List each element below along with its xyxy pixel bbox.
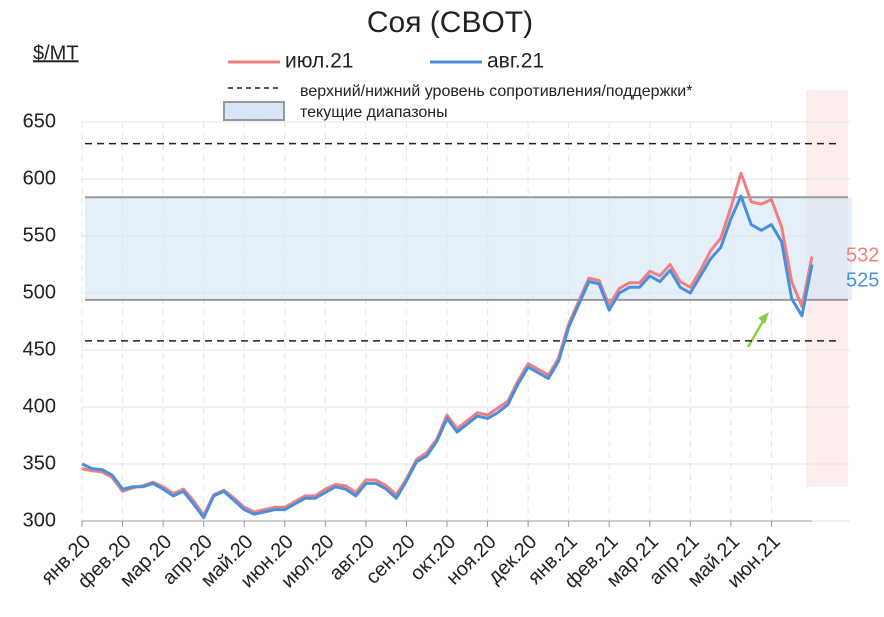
end-value-label: 532 [846, 244, 879, 266]
legend-label: авг.21 [487, 50, 544, 73]
y-tick-label: 300 [23, 509, 56, 531]
y-tick-label: 550 [23, 224, 56, 246]
y-tick-label: 450 [23, 338, 56, 360]
y-tick-label: 400 [23, 395, 56, 417]
y-tick-label: 500 [23, 281, 56, 303]
legend-label: текущие диапазоны [300, 104, 448, 121]
y-tick-label: 600 [23, 167, 56, 189]
unit-label: $/MT [33, 42, 79, 64]
chart-title: Соя (CBOT) [367, 6, 533, 39]
legend-swatch [223, 101, 285, 121]
series-line [81, 194, 814, 520]
arrow-head [758, 312, 769, 324]
legend-label: июл.21 [285, 50, 353, 73]
end-value-label: 525 [846, 269, 879, 291]
y-tick-label: 650 [23, 110, 56, 132]
y-tick-label: 350 [23, 452, 56, 474]
range-band [85, 197, 852, 300]
legend-label: верхний/нижний уровень сопротивления/под… [300, 83, 692, 100]
